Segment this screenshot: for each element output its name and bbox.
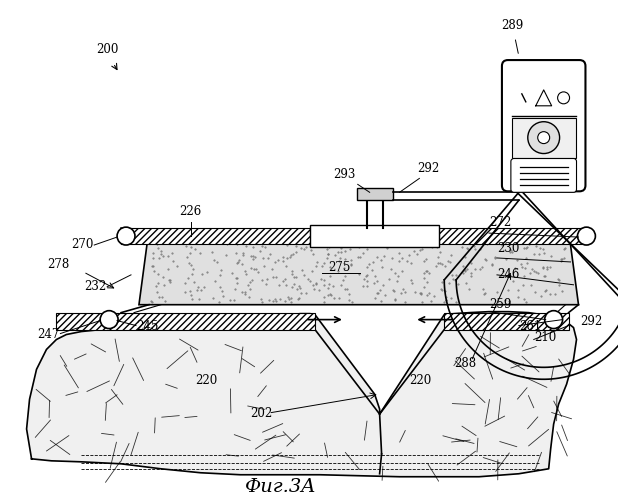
- Polygon shape: [27, 312, 577, 476]
- Text: 220: 220: [196, 374, 218, 387]
- Circle shape: [538, 132, 550, 143]
- Circle shape: [100, 310, 118, 328]
- Polygon shape: [139, 230, 578, 304]
- Circle shape: [545, 310, 562, 328]
- Text: 210: 210: [534, 332, 556, 344]
- Text: 226: 226: [179, 205, 201, 218]
- Text: 259: 259: [489, 298, 511, 310]
- Text: 289: 289: [501, 19, 523, 32]
- Text: 247: 247: [37, 328, 60, 340]
- Text: 292: 292: [417, 162, 440, 175]
- Polygon shape: [512, 118, 575, 158]
- Text: 292: 292: [580, 314, 603, 328]
- Circle shape: [117, 227, 135, 245]
- Polygon shape: [445, 312, 569, 330]
- Text: 200: 200: [96, 43, 118, 56]
- Text: 245: 245: [136, 320, 158, 332]
- Text: 270: 270: [71, 238, 93, 251]
- Circle shape: [528, 122, 560, 154]
- Text: 278: 278: [47, 258, 69, 271]
- Text: 246: 246: [497, 268, 520, 281]
- Polygon shape: [440, 228, 588, 244]
- Text: 275: 275: [329, 262, 351, 274]
- FancyBboxPatch shape: [511, 158, 577, 192]
- Polygon shape: [121, 228, 310, 244]
- Polygon shape: [356, 188, 392, 200]
- FancyBboxPatch shape: [502, 60, 585, 192]
- Text: 261: 261: [519, 320, 541, 332]
- Polygon shape: [56, 312, 315, 330]
- Text: 293: 293: [334, 168, 356, 181]
- Text: 202: 202: [250, 407, 273, 420]
- Text: 272: 272: [489, 216, 511, 229]
- Circle shape: [557, 92, 570, 104]
- Text: 220: 220: [409, 374, 432, 387]
- Text: Фиг.3A: Фиг.3A: [244, 478, 316, 496]
- Polygon shape: [310, 225, 440, 247]
- Text: 230: 230: [497, 242, 520, 255]
- Text: 232: 232: [84, 280, 106, 293]
- Text: 288: 288: [454, 358, 476, 370]
- Circle shape: [577, 227, 595, 245]
